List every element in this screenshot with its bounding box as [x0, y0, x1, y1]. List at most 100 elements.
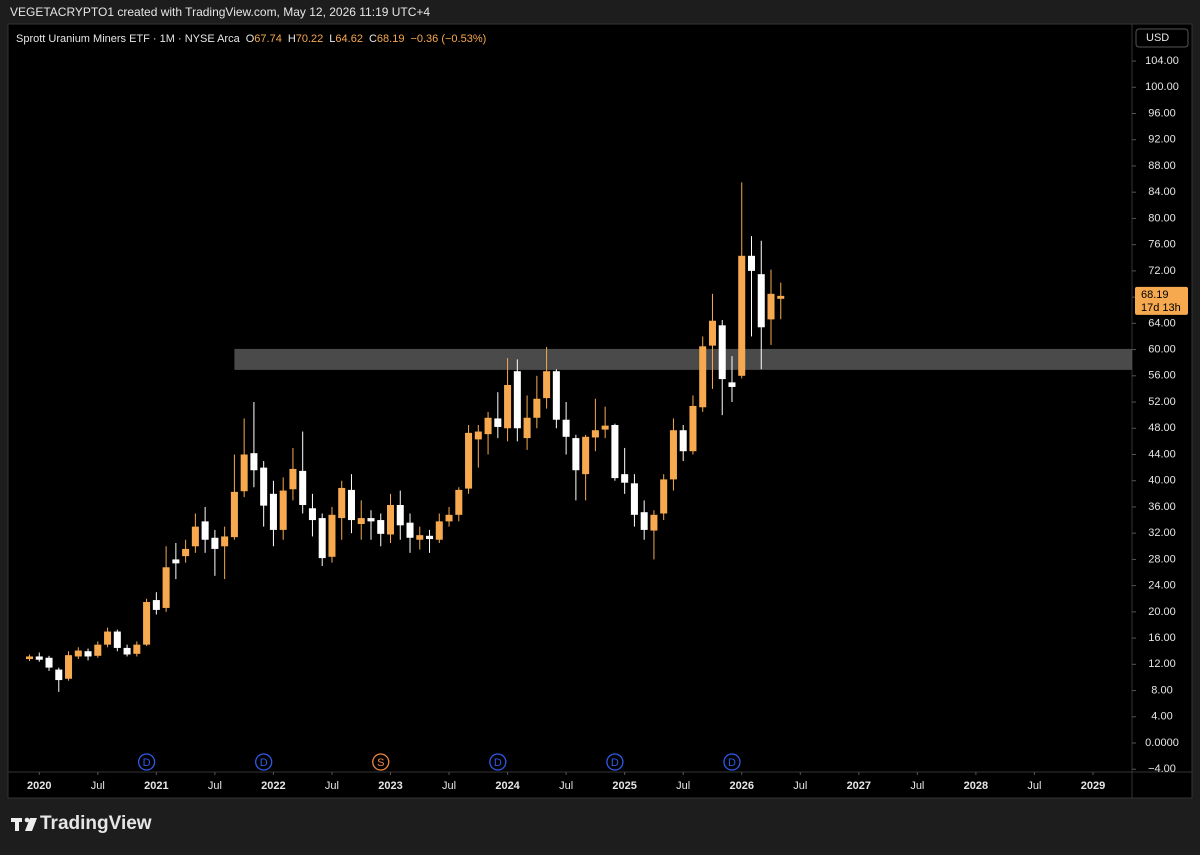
y-tick-label: 16.00 [1148, 632, 1176, 644]
candle-body [123, 647, 131, 655]
candle [708, 293, 716, 389]
y-tick-label: 4.00 [1151, 711, 1172, 723]
candle [45, 655, 53, 671]
ohlc-label: L [329, 33, 335, 45]
candle-body [572, 438, 580, 471]
x-tick-label: 2022 [261, 780, 285, 792]
y-tick-label: 88.00 [1148, 160, 1176, 172]
candle [55, 667, 63, 692]
candle [767, 269, 775, 345]
price-label-box [1135, 286, 1188, 315]
y-tick-label: 100.00 [1145, 81, 1179, 93]
candle-body [299, 470, 307, 505]
candle [621, 447, 629, 494]
candle-body [474, 431, 482, 440]
candle [416, 526, 424, 550]
logo-icon [11, 817, 37, 831]
candle-body [611, 424, 619, 479]
candle-body [445, 514, 453, 522]
candle-body [230, 491, 238, 538]
x-tick-label: 2029 [1081, 780, 1105, 792]
candle [465, 424, 473, 494]
candle-body [45, 657, 53, 668]
low-value: 64.62 [335, 33, 363, 45]
y-tick-label: 104.00 [1145, 55, 1179, 67]
y-tick-label: 76.00 [1148, 239, 1176, 251]
open-value: 67.74 [254, 33, 282, 45]
y-tick-label: 12.00 [1148, 658, 1176, 670]
candle [84, 648, 92, 661]
x-tick-label: 2026 [729, 780, 753, 792]
candle-body [211, 537, 219, 549]
candle-body [279, 490, 287, 530]
candle-body [718, 325, 726, 380]
x-tick-label: 2021 [144, 780, 168, 792]
candle-body [386, 504, 395, 535]
currency: USD [1146, 32, 1169, 44]
ohlc-label: H [288, 33, 296, 45]
candle-body [484, 417, 492, 435]
candle [104, 627, 112, 648]
ohlc-label: O [246, 33, 255, 45]
y-tick-label: 52.00 [1148, 396, 1176, 408]
candle [611, 423, 619, 481]
candle [318, 513, 326, 566]
candle-body [689, 405, 697, 452]
candle-body [523, 417, 531, 439]
candle [572, 434, 580, 501]
candle [357, 500, 365, 540]
candle [123, 644, 131, 657]
candle [582, 434, 590, 501]
event-marker [489, 753, 507, 771]
event-marker [372, 753, 390, 771]
candle [347, 474, 355, 534]
candle-body [728, 382, 736, 387]
price-label: 68.19 [1141, 289, 1169, 301]
candle-body [767, 293, 775, 320]
candle-body [738, 255, 746, 376]
x-tick-label: 2025 [612, 780, 636, 792]
candle-body [582, 436, 590, 475]
candle [718, 320, 726, 416]
y-tick-label: 48.00 [1148, 422, 1176, 434]
candle [562, 402, 570, 455]
event-marker [137, 753, 156, 771]
x-tick-label: Jul [1027, 780, 1041, 792]
candle-body [660, 479, 668, 514]
candle [660, 474, 668, 521]
candle [74, 647, 82, 660]
candle [35, 652, 43, 662]
high-value: 70.22 [296, 33, 324, 45]
candle-body [191, 526, 199, 547]
logo-text: TradingView [40, 813, 152, 834]
candle-body [221, 536, 229, 547]
y-tick-label: 56.00 [1148, 370, 1176, 382]
countdown: 17d 13h [1141, 302, 1181, 314]
candle [777, 282, 785, 320]
candle-body [289, 468, 297, 490]
y-tick-label: 96.00 [1148, 107, 1176, 119]
candle [279, 477, 287, 540]
candle [474, 424, 482, 468]
candle-body [65, 655, 73, 679]
candle-body [494, 418, 502, 427]
candle-body [55, 669, 63, 681]
x-tick-label: 2028 [964, 780, 988, 792]
candle [699, 336, 707, 412]
change: −0.36 (−0.53%) [410, 33, 486, 45]
event-label: S [377, 757, 384, 769]
candle [513, 359, 521, 442]
ohlc-label: C [369, 33, 377, 45]
candle-body [455, 489, 463, 515]
candle [455, 487, 463, 522]
candle-body [162, 567, 170, 608]
candle [191, 513, 199, 553]
x-tick-label: Jul [676, 780, 690, 792]
candle [152, 592, 160, 615]
candle-body [640, 512, 648, 530]
y-tick-label: 60.00 [1148, 343, 1176, 355]
candle-body [426, 535, 434, 540]
x-tick-label: Jul [91, 780, 105, 792]
